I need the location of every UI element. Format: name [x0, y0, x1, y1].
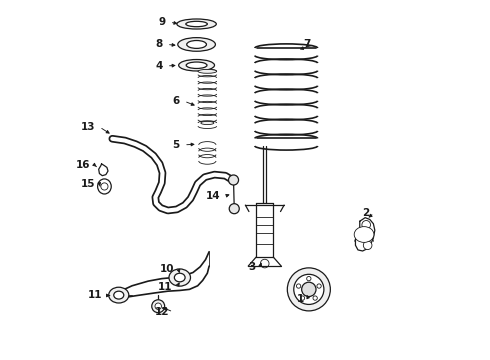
- Circle shape: [229, 204, 239, 214]
- Circle shape: [300, 296, 305, 300]
- Ellipse shape: [354, 226, 374, 242]
- Circle shape: [101, 183, 108, 190]
- Text: 12: 12: [154, 307, 169, 317]
- Text: 7: 7: [303, 40, 310, 49]
- Text: 14: 14: [206, 191, 220, 201]
- Text: 9: 9: [158, 17, 166, 27]
- Ellipse shape: [187, 41, 206, 48]
- Ellipse shape: [114, 291, 124, 299]
- Text: 3: 3: [248, 262, 256, 272]
- Text: 8: 8: [155, 40, 163, 49]
- Circle shape: [228, 175, 239, 185]
- Ellipse shape: [178, 38, 216, 51]
- Circle shape: [152, 300, 165, 313]
- Circle shape: [307, 276, 311, 281]
- Circle shape: [317, 284, 321, 288]
- Text: 5: 5: [172, 140, 180, 150]
- Circle shape: [296, 284, 301, 288]
- Ellipse shape: [201, 121, 214, 125]
- Text: 4: 4: [155, 61, 163, 71]
- Text: 16: 16: [75, 160, 90, 170]
- Text: 11: 11: [88, 291, 102, 301]
- Ellipse shape: [198, 69, 217, 73]
- Circle shape: [364, 241, 372, 249]
- Circle shape: [302, 282, 316, 297]
- Text: 10: 10: [160, 264, 174, 274]
- Ellipse shape: [177, 19, 216, 29]
- Ellipse shape: [186, 21, 207, 27]
- Circle shape: [287, 268, 330, 311]
- Ellipse shape: [98, 179, 111, 194]
- Ellipse shape: [109, 287, 129, 303]
- Ellipse shape: [169, 269, 191, 286]
- Ellipse shape: [186, 62, 207, 68]
- Circle shape: [313, 296, 318, 300]
- Text: 1: 1: [297, 294, 304, 304]
- Circle shape: [155, 303, 161, 310]
- Ellipse shape: [179, 59, 215, 71]
- Circle shape: [362, 221, 370, 229]
- Text: 15: 15: [80, 179, 95, 189]
- Text: 2: 2: [363, 208, 370, 218]
- Circle shape: [294, 274, 324, 305]
- Text: 6: 6: [172, 96, 180, 106]
- Text: 11: 11: [158, 282, 172, 292]
- Ellipse shape: [174, 273, 185, 282]
- Text: 13: 13: [80, 122, 95, 132]
